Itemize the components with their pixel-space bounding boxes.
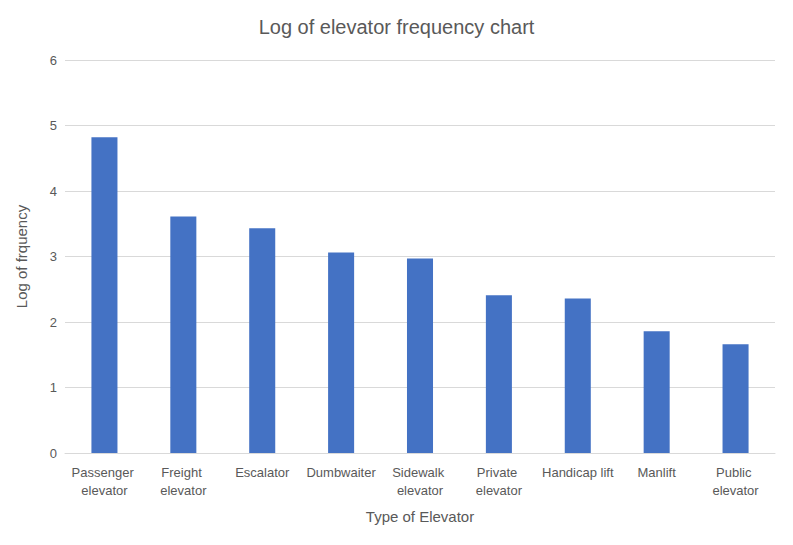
svg-text:3: 3 — [50, 249, 57, 264]
svg-text:Sidewalk: Sidewalk — [392, 465, 448, 480]
svg-text:Passenger: Passenger — [72, 465, 138, 480]
svg-text:5: 5 — [50, 118, 57, 133]
svg-text:elevator: elevator — [712, 483, 759, 498]
svg-text:1: 1 — [50, 380, 57, 395]
svg-text:Log of frquency: Log of frquency — [13, 204, 30, 308]
svg-text:Manlift: Manlift — [638, 465, 677, 480]
svg-text:6: 6 — [50, 53, 57, 68]
svg-text:elevator: elevator — [476, 483, 523, 498]
svg-text:Dumbwaiter: Dumbwaiter — [306, 465, 376, 480]
svg-text:0: 0 — [50, 446, 57, 461]
svg-text:elevator: elevator — [160, 483, 207, 498]
svg-text:Private: Private — [477, 465, 521, 480]
svg-text:Escalator: Escalator — [235, 465, 290, 480]
svg-text:2: 2 — [50, 315, 57, 330]
svg-text:Log of elevator frequency char: Log of elevator frequency chart — [259, 16, 535, 38]
svg-text:Freight: Freight — [161, 465, 205, 480]
svg-text:Handicap lift: Handicap lift — [542, 465, 614, 480]
svg-text:Public: Public — [716, 465, 755, 480]
svg-text:Type of Elevator: Type of Elevator — [366, 508, 474, 525]
svg-text:4: 4 — [50, 184, 57, 199]
svg-text:elevator: elevator — [397, 483, 444, 498]
svg-text:elevator: elevator — [81, 483, 128, 498]
